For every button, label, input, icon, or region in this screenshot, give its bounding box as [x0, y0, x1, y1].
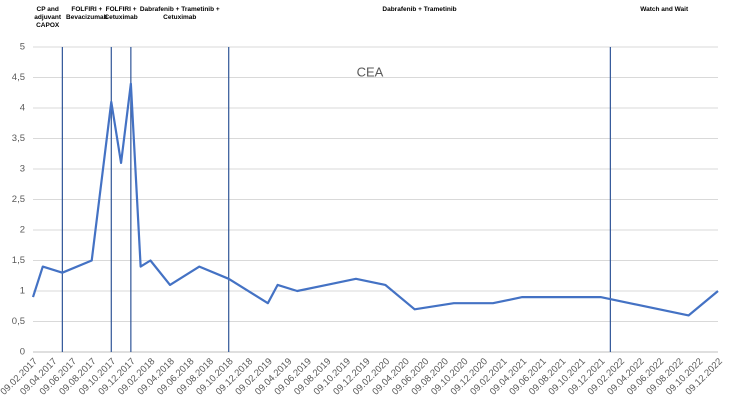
phase-label: Dabrafenib + Trametinib [382, 6, 457, 13]
y-tick-label: 2,5 [12, 194, 25, 205]
phase-label: FOLFIRI + Bevacizumab [66, 6, 108, 21]
cea-line [31, 82, 719, 317]
y-tick-label: 0,5 [12, 316, 25, 327]
chart-title: CEA [357, 64, 384, 79]
y-tick-label: 4,5 [12, 72, 25, 83]
y-tick-label: 5 [20, 42, 25, 53]
phase-label: Watch and Wait [640, 6, 689, 13]
y-tick-label: 0 [20, 347, 25, 358]
y-tick-label: 2 [20, 225, 25, 236]
y-tick-label: 3,5 [12, 133, 25, 144]
phase-label: FOLFIRI + Cetuximab [104, 6, 138, 21]
y-tick-label: 4 [20, 103, 25, 114]
phase-label: CP and adjuvant CAPOX [34, 6, 62, 29]
y-tick-label: 1 [20, 286, 25, 297]
y-tick-label: 1,5 [12, 255, 25, 266]
y-tick-label: 3 [20, 164, 25, 175]
phase-label: Dabrafenib + Trametinib + Cetuximab [139, 6, 220, 21]
